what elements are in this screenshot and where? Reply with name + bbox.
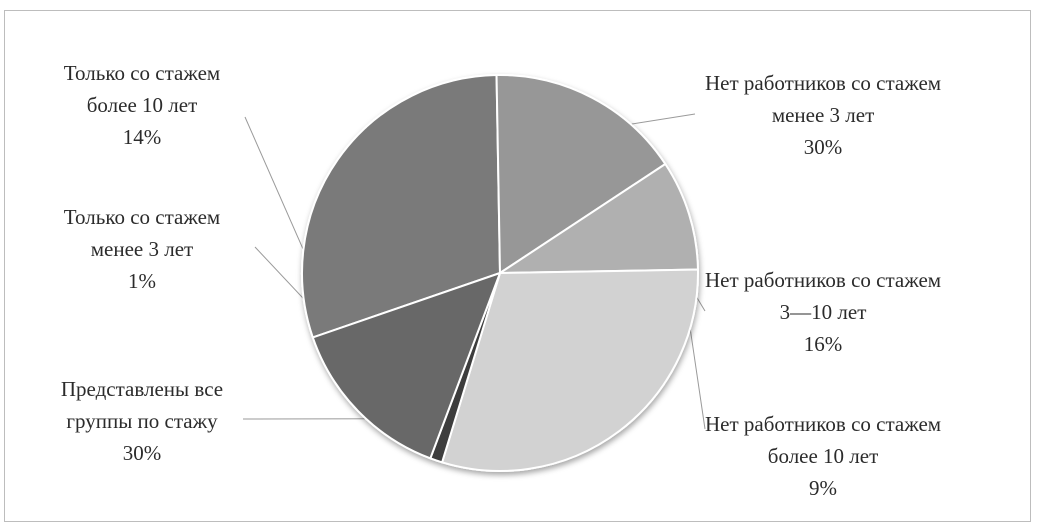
slice-percent-label: 9% [809, 476, 838, 500]
slice-label-line: группы по стажу [66, 409, 218, 433]
slice-percent-label: 1% [128, 269, 156, 293]
pie-slice-no-3-10 [495, 74, 667, 275]
slice-label-line: Нет работников со стажем [705, 412, 942, 436]
slice-label-line: Представлены все [60, 377, 224, 401]
slice-label-no-over-10: Нет работников со стажем более 10 лет 9% [705, 408, 941, 504]
pie-slice-no-under-3 [301, 74, 502, 339]
slice-label-line: более 10 лет [767, 444, 879, 468]
slice-label-line: более 10 лет [86, 93, 198, 117]
chart-frame: Нет работников со стажем менее 3 лет 30%… [4, 10, 1031, 522]
slice-label-line: Нет работников со стажем [705, 268, 942, 292]
pie-slice-only-over-10 [311, 271, 502, 460]
slice-label-line: 3—10 лет [779, 300, 867, 324]
slice-percent-label: 14% [122, 125, 162, 149]
slice-label-line: менее 3 лет [771, 103, 875, 127]
slice-percent-label: 16% [803, 332, 843, 356]
slice-label-line: менее 3 лет [90, 237, 194, 261]
slice-label-all-groups: Представлены все группы по стажу 30% [11, 373, 273, 469]
slice-label-line: Только со стажем [63, 205, 221, 229]
pie-chart [242, 74, 706, 473]
slice-label-no-3-10: Нет работников со стажем 3—10 лет 16% [705, 264, 941, 360]
slice-percent-label: 30% [803, 135, 843, 159]
pie-slices [301, 74, 699, 473]
slice-label-line: Нет работников со стажем [705, 71, 942, 95]
slice-percent-label: 30% [122, 441, 162, 465]
pie-slice-all-groups [440, 268, 699, 473]
slice-label-line: Только со стажем [63, 61, 221, 85]
pie-slice-no-over-10 [496, 162, 699, 275]
slice-label-only-under-3: Только со стажем менее 3 лет 1% [11, 201, 273, 297]
slice-label-no-under-3: Нет работников со стажем менее 3 лет 30% [705, 67, 941, 163]
slice-label-only-over-10: Только со стажем более 10 лет 14% [11, 57, 273, 153]
